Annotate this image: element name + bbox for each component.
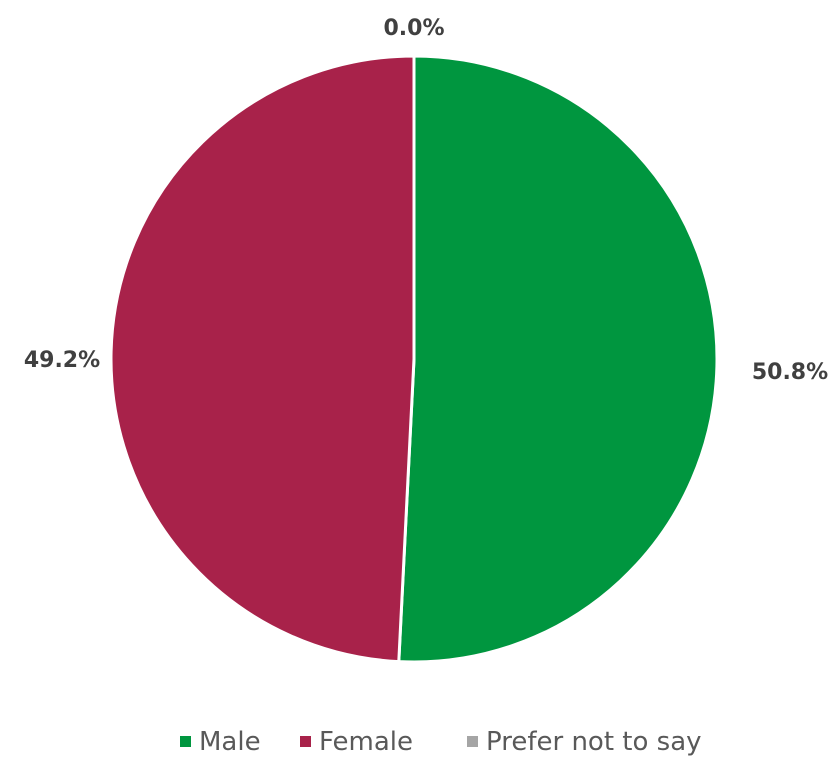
- legend-label-male: Male: [199, 727, 261, 757]
- legend-entry-prefer-not-to-say: Prefer not to say: [467, 727, 702, 757]
- data-label-prefer-not-to-say: 0.0%: [383, 16, 444, 41]
- legend-label-prefer-not-to-say: Prefer not to say: [486, 727, 702, 757]
- legend-swatch-prefer-not-to-say: [467, 736, 478, 747]
- pie-slice-male: [397, 54, 719, 664]
- data-label-female: 49.2%: [24, 348, 100, 373]
- legend-entry-male: Male: [180, 727, 261, 757]
- data-labels: 50.8% 49.2% 0.0%: [24, 16, 828, 385]
- pie-slices: [109, 54, 719, 664]
- legend-entry-female: Female: [300, 727, 413, 757]
- legend-swatch-male: [180, 736, 191, 747]
- legend-label-female: Female: [319, 727, 413, 757]
- legend-swatch-female: [300, 736, 311, 747]
- pie-slice-female: [109, 54, 416, 664]
- legend: Male Female Prefer not to say: [180, 727, 702, 757]
- data-label-male: 50.8%: [752, 360, 828, 385]
